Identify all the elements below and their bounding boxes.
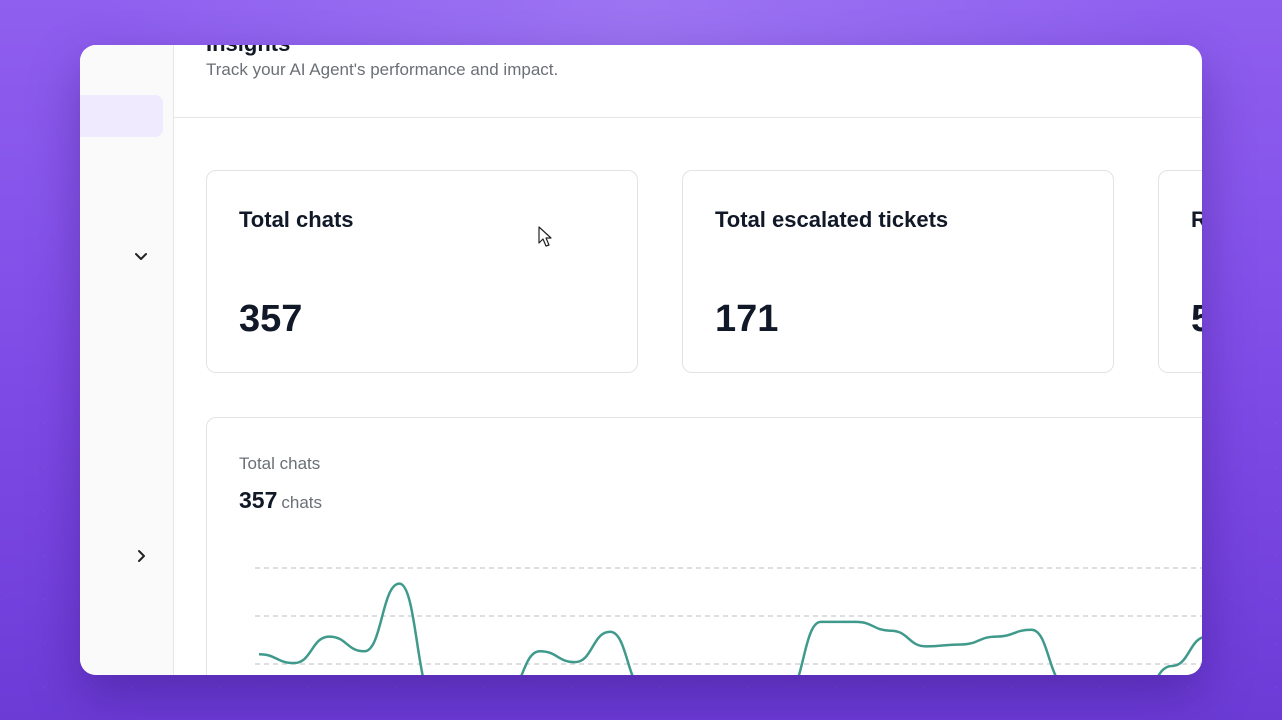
stat-value: 5: [1191, 298, 1202, 340]
page-subtitle: Track your AI Agent's performance and im…: [206, 60, 559, 79]
stat-value: 357: [239, 298, 303, 340]
chart-summary-unit: chats: [281, 493, 323, 512]
stat-label: R: [1191, 207, 1202, 232]
app-window: Insights Track your AI Agent's performan…: [80, 45, 1202, 675]
stat-value: 171: [715, 298, 779, 340]
chevron-right-icon[interactable]: [132, 547, 150, 565]
stat-label: Total chats: [239, 207, 354, 232]
page-title: Insights: [206, 45, 290, 57]
page-header: Insights Track your AI Agent's performan…: [174, 45, 1202, 118]
mouse-cursor-icon: [538, 226, 552, 247]
chart-title: Total chats: [239, 454, 321, 473]
main-content: Insights Track your AI Agent's performan…: [174, 45, 1202, 675]
sidebar: [80, 45, 174, 675]
chart-summary-value: 357: [239, 487, 278, 513]
series-line: [258, 582, 1202, 675]
stat-card-total-escalated[interactable]: Total escalated tickets 171: [682, 170, 1114, 373]
chevron-down-icon[interactable]: [132, 248, 150, 266]
line-chart: [255, 567, 1202, 675]
stat-label: Total escalated tickets: [715, 207, 949, 232]
chart-summary: 357 chats: [239, 487, 322, 514]
chart-card-total-chats: Total chats 357 chats: [206, 417, 1202, 675]
sidebar-item-active[interactable]: [80, 95, 163, 137]
stat-card-total-chats[interactable]: Total chats 357: [206, 170, 638, 373]
stat-card-third[interactable]: R 5: [1158, 170, 1202, 373]
